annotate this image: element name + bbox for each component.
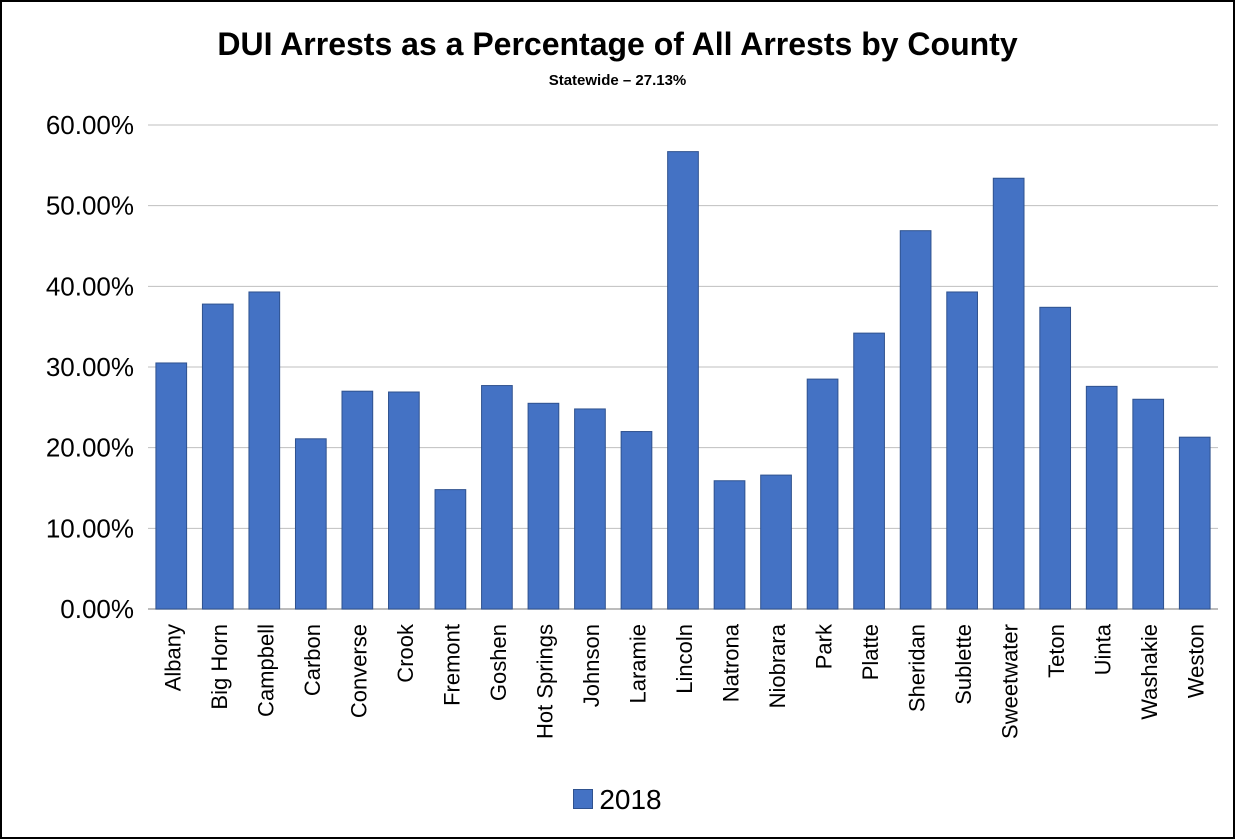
bar-teton <box>1039 306 1072 610</box>
y-tick-label: 10.00% <box>46 513 134 543</box>
x-tick-label: Weston <box>1184 624 1209 698</box>
x-tick-label: Platte <box>858 624 883 680</box>
bar-carbon <box>294 438 327 610</box>
x-tick-label: Johnson <box>579 624 604 707</box>
bar-crook <box>388 391 420 610</box>
bar-albany <box>155 362 188 610</box>
legend-swatch <box>573 789 594 809</box>
x-tick-label: Fremont <box>439 624 464 706</box>
x-tick-label: Albany <box>160 624 185 691</box>
x-tick-label: Washakie <box>1137 624 1162 720</box>
bars <box>155 151 1211 610</box>
chart-title: DUI Arrests as a Percentage of All Arres… <box>217 26 1018 62</box>
bar-sublette <box>946 291 978 610</box>
bar-natrona <box>713 480 746 610</box>
bar-sweetwater <box>992 177 1025 610</box>
bar-converse <box>341 390 374 610</box>
y-tick-label: 30.00% <box>46 352 134 382</box>
x-axis-tick-labels: Albany Big Horn Campbell Carbon Converse Croo… <box>160 623 1208 739</box>
y-tick-label: 0.00% <box>60 594 134 624</box>
legend: 2018 <box>0 784 1235 816</box>
chart-subtitle: Statewide – 27.13% <box>548 72 687 89</box>
bar-johnson <box>574 408 606 610</box>
bar-washakie <box>1132 398 1165 610</box>
bar-hot-springs <box>527 402 560 610</box>
y-axis-tick-labels: 0.00% 10.00% 20.00% 30.00% 40.00% 50.00% 60.00… <box>46 110 134 624</box>
x-tick-label: Lincoln <box>672 624 697 694</box>
x-tick-label: Park <box>812 623 837 669</box>
x-tick-label: Carbon <box>300 624 325 696</box>
x-tick-label: Sublette <box>951 624 976 705</box>
y-tick-label: 60.00% <box>46 110 134 140</box>
bar-niobrara <box>760 474 792 610</box>
bar-uinta <box>1085 385 1118 610</box>
x-tick-label: Crook <box>393 623 418 683</box>
x-tick-label: Goshen <box>486 624 511 701</box>
y-tick-label: 40.00% <box>46 271 134 301</box>
legend-label: 2018 <box>599 784 662 815</box>
bar-big-horn <box>201 303 234 610</box>
x-tick-label: Sweetwater <box>998 624 1023 739</box>
bar-lincoln <box>667 151 699 610</box>
y-tick-label: 20.00% <box>46 433 134 463</box>
bar-campbell <box>248 291 281 610</box>
x-tick-label: Hot Springs <box>532 624 557 739</box>
bar-laramie <box>620 431 653 610</box>
bar-platte <box>853 332 885 610</box>
x-tick-label: Converse <box>346 624 371 718</box>
x-tick-label: Natrona <box>719 623 744 702</box>
bar-sheridan <box>899 230 932 610</box>
bar-park <box>806 378 839 610</box>
x-tick-label: Niobrara <box>765 623 790 708</box>
bar-goshen <box>481 385 513 610</box>
x-tick-label: Laramie <box>625 624 650 703</box>
bar-fremont <box>434 489 467 610</box>
x-tick-label: Uinta <box>1091 623 1116 675</box>
x-tick-label: Teton <box>1044 624 1069 678</box>
y-tick-label: 50.00% <box>46 191 134 221</box>
x-tick-label: Sheridan <box>905 624 930 712</box>
x-tick-label: Campbell <box>253 624 278 717</box>
x-tick-label: Big Horn <box>207 624 232 710</box>
bar-weston <box>1178 436 1211 610</box>
